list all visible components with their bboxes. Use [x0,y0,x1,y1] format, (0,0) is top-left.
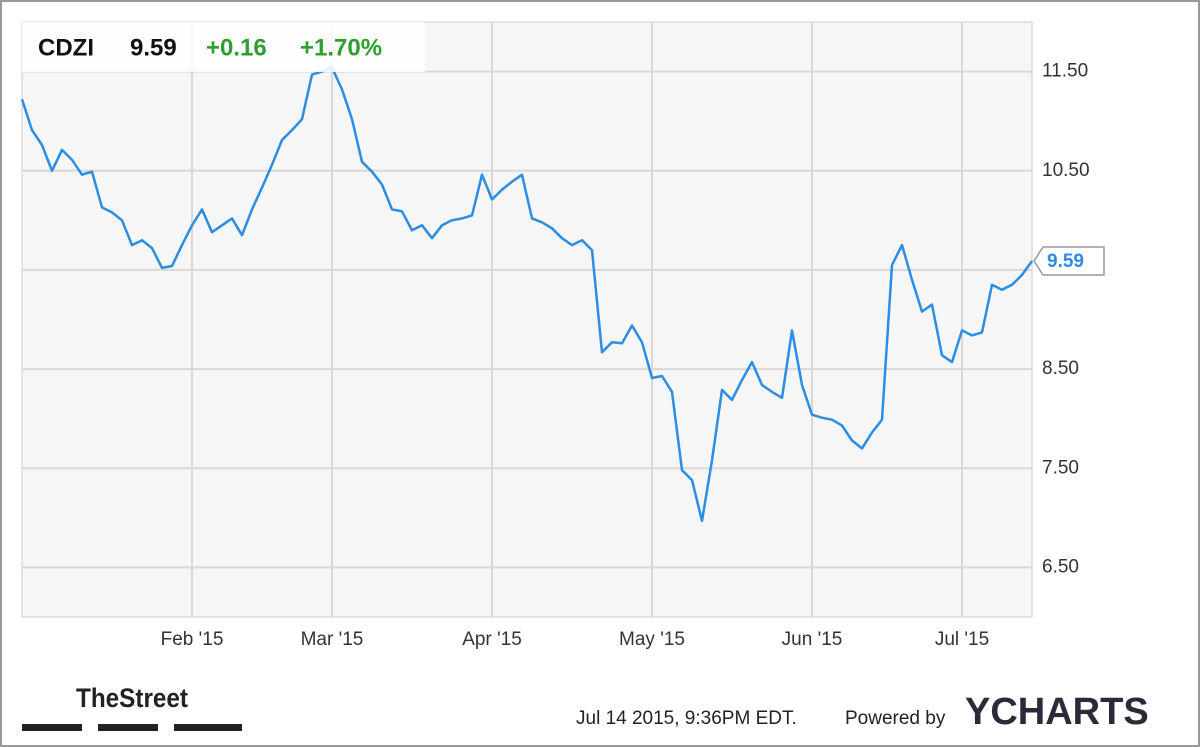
x-tick-label: Feb '15 [161,629,224,650]
brand-logo: YCHARTS [965,691,1149,733]
x-tick-label: Apr '15 [462,629,522,650]
y-tick-label: 7.50 [1042,457,1079,478]
x-tick-label: May '15 [619,629,685,650]
ticker: CDZI [38,34,94,61]
y-tick-label: 6.50 [1042,556,1079,577]
powered-by: Powered by [845,708,946,729]
x-tick-label: Jul '15 [935,629,989,650]
change: +0.16 [206,34,267,61]
last-value-tag [1033,246,1105,276]
header-box [22,22,425,72]
logo-bar [174,724,242,731]
x-tick-label: Jun '15 [782,629,843,650]
price-line [20,66,1034,523]
logo-bar [98,724,158,731]
logo-bar [22,724,82,731]
y-tick-label: 8.50 [1042,358,1079,379]
plot-area [21,21,1033,618]
x-tick-label: Mar '15 [301,629,364,650]
price: 9.59 [130,34,177,61]
last-value-label: 9.59 [1047,251,1084,272]
y-tick-label: 11.50 [1042,61,1088,82]
change-percent: +1.70% [300,34,382,61]
timestamp: Jul 14 2015, 9:36PM EDT. [576,708,797,729]
source-logo: TheStreet [76,683,188,713]
y-tick-label: 10.50 [1042,160,1090,181]
